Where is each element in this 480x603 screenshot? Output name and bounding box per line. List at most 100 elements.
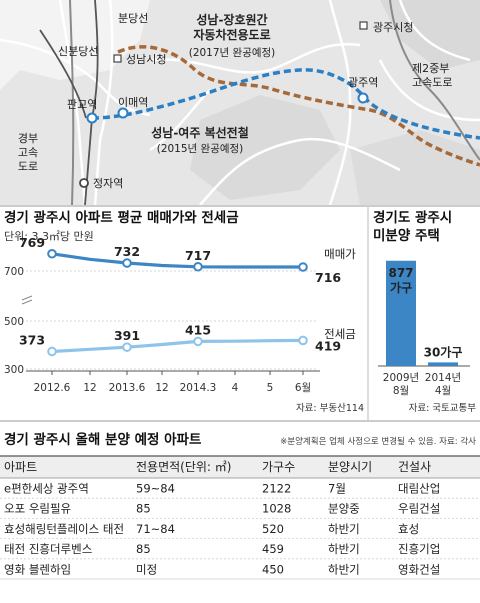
data-point: [47, 248, 57, 259]
table-cell: 하반기: [328, 522, 360, 536]
data-label: 769: [19, 235, 45, 250]
gwangju-station-marker: [357, 92, 369, 104]
table-row: 태전 진흥더루벤스 85 459 하반기 진흥기업: [0, 542, 480, 560]
bar-value-label: 30가구: [424, 344, 463, 359]
table-cell: 하반기: [328, 542, 360, 556]
x-tick-label: 2012.6: [34, 382, 71, 394]
series-name-label: 매매가: [324, 247, 356, 261]
table-title: 경기 광주시 올해 분양 예정 아파트: [4, 431, 202, 448]
x-tick-label: 5: [267, 382, 274, 394]
data-point: [47, 346, 57, 357]
table-header-cell: 건설사: [398, 460, 431, 474]
gyeongbu-expressway-line: [69, 0, 75, 206]
gyeongbu-expressway-label: 경부 고속 도로: [18, 132, 38, 173]
data-point: [193, 261, 203, 272]
map-terrain: [350, 130, 480, 205]
table-header-cell: 아파트: [4, 460, 37, 474]
y-tick-label: 300: [4, 364, 24, 376]
data-label: 717: [185, 248, 211, 263]
map-panel: 분당선 신분당선 성남시청 판교역 이매역 정자역 광주시청 광주역 경부 고속 도…: [0, 0, 480, 206]
rail-name-label: 성남-여주 복선전철: [151, 125, 248, 140]
imae-station-marker: [117, 107, 129, 119]
data-label: 415: [185, 322, 211, 337]
jeongja-station-marker: [79, 178, 89, 188]
data-point: [193, 336, 203, 347]
second-jungbu-expressway-label: 제2중부 고속도로: [412, 62, 452, 89]
map-terrain: [190, 95, 340, 200]
data-point: [298, 335, 308, 346]
table-cell: 459: [262, 542, 284, 556]
y-tick-label: 500: [4, 316, 24, 328]
table-row: 오포 우림필유 85 1028 분양중 우림건설: [0, 502, 480, 519]
table-cell: 71~84: [136, 522, 175, 536]
table-header-cell: 가구수: [262, 460, 295, 474]
sinbundang-line-label: 신분당선: [58, 45, 98, 58]
data-label: 732: [114, 244, 140, 259]
pangyo-station-label: 판교역: [67, 98, 97, 111]
line-chart-source: 자료: 부동산114: [296, 403, 364, 414]
seongnam-yeoju-rail-line: [91, 68, 480, 140]
road-note-label: (2017년 완공예정): [189, 46, 276, 59]
series-line-sale: [51, 252, 303, 269]
jeongja-station-label: 정자역: [93, 177, 123, 190]
table-cell: 59~84: [136, 482, 175, 496]
bundang-line-label: 분당선: [118, 12, 148, 25]
data-label: 419: [315, 338, 341, 353]
data-point: [298, 262, 308, 272]
x-tick-label: 2013.6: [109, 382, 146, 394]
axis-break-mark: [21, 299, 33, 305]
table-header-cell: 분양시기: [328, 460, 372, 474]
table-note: ※분양계획은 업체 사정으로 변경될 수 있음. 자료: 각사: [280, 436, 476, 447]
table-row: e편한세상 광주역 59~84 2122 7월 대림산업: [0, 482, 480, 499]
seongnam-city-hall-marker: [113, 54, 122, 63]
x-tick-label: 12: [155, 382, 168, 394]
y-tick-label: 700: [4, 266, 24, 278]
map-road-network: [0, 0, 480, 206]
sinbundang-line-track: [39, 29, 87, 119]
table-header-row: [0, 456, 480, 478]
table-cell: 영화 블렌하임: [4, 562, 71, 576]
seongnam-city-hall-label: 성남시청: [126, 53, 166, 66]
table-cell: 오포 우림필유: [4, 502, 71, 516]
bar: [428, 362, 458, 366]
x-tick-label: 4: [232, 382, 239, 394]
table-row: 효성해링턴플레이스 태전 71~84 520 하반기 효성: [0, 522, 480, 539]
table-cell: 7월: [328, 482, 346, 496]
table-cell: e편한세상 광주역: [4, 482, 89, 496]
table-cell: 85: [136, 542, 151, 556]
pangyo-station-marker: [86, 112, 98, 124]
series-line-jeonse: [51, 338, 304, 354]
gwangju-city-hall-label: 광주시청: [373, 21, 413, 34]
map-terrain: [380, 0, 480, 70]
table-cell: 영화건설: [398, 562, 440, 576]
table-cell: 2122: [262, 482, 291, 496]
bar: [386, 260, 416, 366]
table-cell: 520: [262, 522, 284, 536]
unsold-bar-chart: 경기도 광주시 미분양 주택 877 가구 2009년 8월 30가구 2014년 4월 자료…: [373, 209, 476, 414]
table-cell: 85: [136, 502, 151, 516]
table-cell: 분양중: [328, 502, 360, 516]
table-cell: 1028: [262, 502, 291, 516]
price-line-chart: 경기 광주시 아파트 평균 매매가와 전세금 단위: 3.3㎡당 만원 300 5…: [4, 209, 364, 414]
seongnam-janghowon-road-line: [117, 45, 480, 167]
table-cell: 하반기: [328, 562, 360, 576]
data-point: [122, 342, 132, 352]
bar-value-label: 877 가구: [388, 266, 413, 295]
line-chart-unit: 단위: 3.3㎡당 만원: [4, 230, 94, 243]
gwangju-station-label: 광주역: [348, 76, 378, 89]
table-cell: 효성해링턴플레이스 태전: [4, 522, 124, 536]
data-point: [122, 258, 132, 268]
bar-chart-title: 경기도 광주시 미분양 주택: [373, 209, 452, 244]
axis-break-mark: [21, 295, 33, 301]
line-chart-title: 경기 광주시 아파트 평균 매매가와 전세금: [4, 209, 239, 226]
bar-chart-source: 자료: 국토교통부: [409, 403, 477, 414]
table-row: 영화 블렌하임 미정 450 하반기 영화건설: [0, 562, 480, 580]
table-cell: 450: [262, 562, 284, 576]
apartment-table: 경기 광주시 올해 분양 예정 아파트 ※분양계획은 업체 사정으로 변경될 수…: [0, 431, 480, 580]
imae-station-label: 이매역: [118, 96, 148, 109]
series-name-label: 전세금: [324, 327, 356, 341]
table-cell: 대림산업: [398, 482, 440, 496]
rail-note-label: (2015년 완공예정): [157, 142, 244, 155]
